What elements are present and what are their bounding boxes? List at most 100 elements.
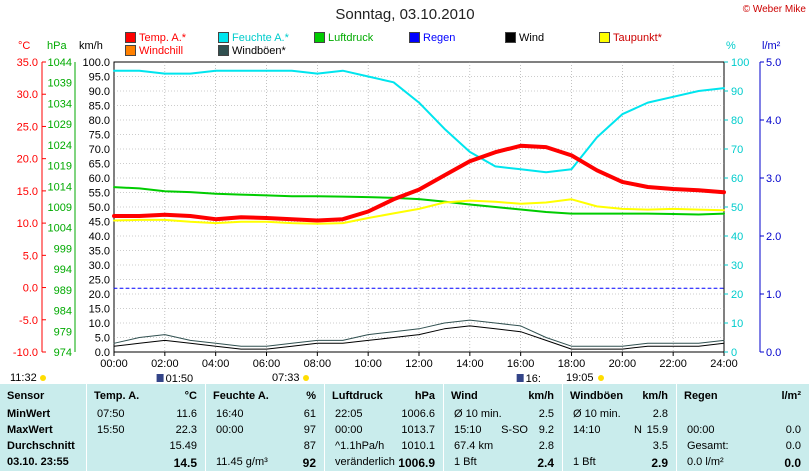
stats-column: Temp. A. °C 07:50 11.6 15:50 22.3 15.49 14.5 xyxy=(87,384,206,471)
stats-cell-time: Gesamt: xyxy=(687,440,729,452)
stats-cell-time: 00:00 xyxy=(216,424,244,436)
stats-cell-value: 1006.6 xyxy=(401,408,435,420)
wind-tick-label: 90.0 xyxy=(89,86,110,98)
stats-row: 15.49 xyxy=(87,440,205,454)
stats-cell-value: 61 xyxy=(303,408,316,420)
x-tick-label: 18:00 xyxy=(558,358,586,370)
wind-tick-label: 70.0 xyxy=(89,144,110,156)
stats-cell-time: Ø 10 min. xyxy=(573,408,621,420)
series-line xyxy=(113,186,725,216)
humidity-tick-label: 40 xyxy=(731,231,743,243)
stats-header-label: Temp. A. xyxy=(94,390,140,402)
stats-header-unit: km/h xyxy=(642,390,668,402)
series-line xyxy=(113,69,725,174)
pressure-tick-label: 979 xyxy=(54,326,72,338)
stats-row: ^1.1hPa/h 1010.1 xyxy=(325,440,443,454)
stats-row: veränderlich 1006.9 xyxy=(325,456,443,470)
wind-tick-label: 60.0 xyxy=(89,173,110,185)
stats-row-label: Durchschnitt xyxy=(7,440,75,452)
stats-header-label: Sensor xyxy=(7,390,45,402)
temp-tick-label: -10.0 xyxy=(13,347,38,359)
weather-chart: 00:00 02:00 04:00 06:00 08:00 10:00 12:00 14:00… xyxy=(13,57,781,384)
wind-tick-label: 85.0 xyxy=(89,101,110,113)
stats-cell-time: veränderlich xyxy=(335,456,395,468)
x-tick-label: 02:00 xyxy=(151,358,179,370)
stats-row: 14:10 N 15.9 xyxy=(563,424,676,438)
rain-tick-label: 5.0 xyxy=(766,57,781,69)
stats-cell-time: 14:10 xyxy=(573,424,601,436)
x-tick-label: 10:00 xyxy=(354,358,382,370)
stats-row-label: 03.10. 23:55 xyxy=(7,456,69,468)
stats-row: 00:00 0.0 xyxy=(677,424,809,438)
wind-tick-label: 80.0 xyxy=(89,115,110,127)
stats-cell-value: 1006.9 xyxy=(398,456,435,470)
humidity-tick-label: 30 xyxy=(731,260,743,272)
stats-row: MaxWert xyxy=(0,424,86,438)
wind-tick-label: 95.0 xyxy=(89,72,110,84)
stats-row: 15:50 22.3 xyxy=(87,424,205,438)
stats-row: MinWert xyxy=(0,408,86,422)
humidity-tick-label: 100 xyxy=(731,57,749,69)
legend-swatch xyxy=(125,32,136,43)
temp-tick-label: -5.0 xyxy=(19,315,38,327)
series-line xyxy=(112,143,726,223)
x-tick-label: 06:00 xyxy=(253,358,281,370)
sunset-icon xyxy=(598,375,604,381)
wind-tick-label: 5.0 xyxy=(95,333,110,345)
stats-header: Windböen km/h xyxy=(563,390,676,404)
stats-row: 67.4 km 2.8 xyxy=(444,440,562,454)
stats-header: Sensor xyxy=(0,390,86,404)
sunrise-time: 07:33 xyxy=(272,372,300,384)
stats-row: 03.10. 23:55 xyxy=(0,456,86,470)
stats-cell-direction: S-SO xyxy=(501,424,528,436)
x-tick-label: 04:00 xyxy=(202,358,230,370)
stats-row: 07:50 11.6 xyxy=(87,408,205,422)
x-tick-label: 16:00 xyxy=(507,358,535,370)
x-tick-label: 22:00 xyxy=(659,358,687,370)
pressure-tick-label: 989 xyxy=(54,285,72,297)
credit-link[interactable]: © Weber Mike xyxy=(742,4,806,15)
legend-item: Regen xyxy=(409,32,455,46)
stats-cell-value: 1010.1 xyxy=(401,440,435,452)
stats-cell-value: 1013.7 xyxy=(401,424,435,436)
stats-header: Feuchte A.% xyxy=(206,390,324,404)
chart-title: Sonntag, 03.10.2010 xyxy=(335,6,475,23)
stats-header-unit: km/h xyxy=(528,390,554,402)
stats-cell-value: 15.9 xyxy=(646,424,668,436)
humidity-tick-label: 10 xyxy=(731,318,743,330)
x-tick-label: 20:00 xyxy=(609,358,637,370)
stats-cell-value: 2.8 xyxy=(652,408,668,420)
x-tick-label: 00:00 xyxy=(100,358,128,370)
legend-swatch xyxy=(218,32,229,43)
pressure-tick-label: 1039 xyxy=(48,78,72,90)
stats-cell-value: 3.5 xyxy=(652,440,668,452)
temp-tick-label: 25.0 xyxy=(17,121,38,133)
humidity-unit-label: % xyxy=(726,40,736,52)
stats-row: 1 Bft 2.4 xyxy=(444,456,562,470)
stats-cell-value: 2.4 xyxy=(537,456,554,470)
stats-cell-time: 00:00 xyxy=(687,424,715,436)
stats-cell-value: 2.5 xyxy=(538,408,554,420)
pressure-tick-label: 1019 xyxy=(48,161,72,173)
temp-tick-label: 10.0 xyxy=(17,218,38,230)
stats-cell-value: 92 xyxy=(302,456,316,470)
wind-tick-label: 55.0 xyxy=(89,188,110,200)
series-line xyxy=(113,319,725,347)
rain-unit-label: l/m² xyxy=(762,40,781,52)
humidity-tick-label: 60 xyxy=(731,173,743,185)
legend-swatch xyxy=(409,32,420,43)
stats-cell-value: 14.5 xyxy=(173,456,197,470)
humidity-tick-label: 20 xyxy=(731,289,743,301)
wind-tick-label: 15.0 xyxy=(89,304,110,316)
pressure-tick-label: 1024 xyxy=(48,140,72,152)
stats-row: 0.0 l/m² 0.0 xyxy=(677,456,809,470)
stats-header-unit: % xyxy=(306,390,316,402)
stats-column: Regen l/m² 00:00 0.0 Gesamt: 0.0 0.0 l/m² 0.0 xyxy=(677,384,810,471)
stats-cell-time: 00:00 xyxy=(335,424,363,436)
wind-tick-label: 0.0 xyxy=(95,347,110,359)
pressure-tick-label: 1034 xyxy=(48,98,72,110)
pressure-tick-label: 994 xyxy=(54,264,72,276)
stats-header: Temp. A. °C xyxy=(87,390,205,404)
temp-tick-label: 0.0 xyxy=(23,283,38,295)
x-tick-label: 12:00 xyxy=(405,358,433,370)
